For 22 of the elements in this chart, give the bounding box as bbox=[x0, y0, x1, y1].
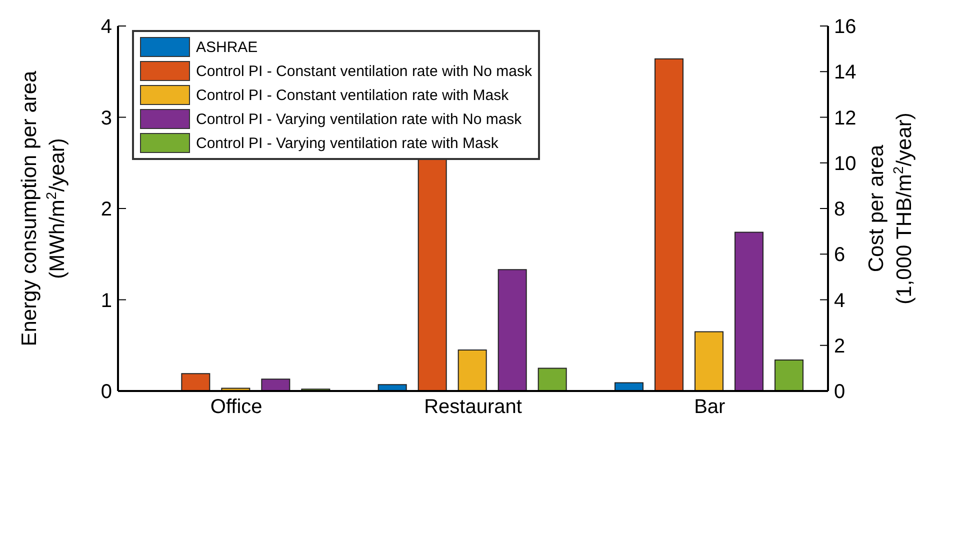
y-tick-label: 4 bbox=[100, 16, 112, 38]
legend-label: Control PI - Constant ventilation rate with Mask bbox=[196, 86, 509, 104]
y2-tick-label: 2 bbox=[834, 335, 846, 358]
legend-label: Control PI - Constant ventilation rate with No mask bbox=[196, 62, 532, 80]
y2-tick-label: 8 bbox=[834, 198, 846, 221]
y2-tick-label: 10 bbox=[834, 152, 856, 175]
legend-label: Control PI - Varying ventilation rate with No mask bbox=[196, 110, 522, 128]
legend-label: ASHRAE bbox=[196, 38, 258, 56]
y-tick-label: 3 bbox=[100, 107, 112, 130]
y-tick-label: 0 bbox=[100, 381, 112, 404]
y-tick-label: 2 bbox=[100, 198, 112, 221]
y-tick-label: 1 bbox=[100, 290, 112, 312]
y2-tick-label: 12 bbox=[834, 107, 856, 130]
x-tick-label: Bar bbox=[694, 396, 726, 418]
y2-tick-label: 0 bbox=[834, 381, 846, 404]
y2-tick-label: 16 bbox=[834, 16, 856, 38]
y2-tick-label: 14 bbox=[834, 62, 856, 84]
x-tick-label: Office bbox=[210, 396, 262, 418]
y2-tick-label: 4 bbox=[834, 290, 846, 312]
x-tick-label: Restaurant bbox=[424, 396, 522, 418]
legend-label: Control PI - Varying ventilation rate with Mask bbox=[196, 134, 498, 152]
y2-tick-label: 6 bbox=[834, 244, 846, 266]
